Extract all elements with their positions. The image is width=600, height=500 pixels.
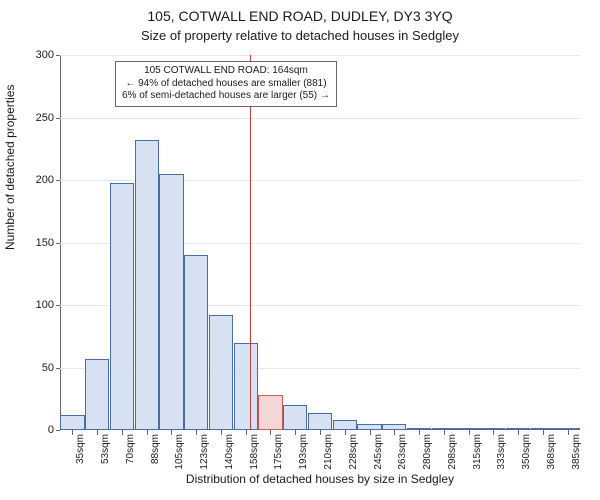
- x-tick-label: 35sqm: [75, 434, 86, 464]
- y-tick-label: 150: [36, 237, 54, 249]
- histogram-bar: [333, 420, 357, 430]
- x-tick-label: 158sqm: [249, 434, 260, 470]
- y-tick-label: 200: [36, 174, 54, 186]
- histogram-bar: [258, 395, 282, 430]
- x-tick-label: 228sqm: [348, 434, 359, 470]
- histogram-bar: [60, 415, 84, 430]
- y-tick-mark: [56, 180, 60, 181]
- x-tick-mark: [518, 430, 519, 435]
- x-tick-mark: [196, 430, 197, 435]
- histogram-bar: [85, 359, 109, 430]
- x-tick-label: 333sqm: [496, 434, 507, 470]
- x-tick-label: 70sqm: [125, 434, 136, 464]
- x-tick-label: 105sqm: [174, 434, 185, 470]
- grid-line: [60, 118, 580, 119]
- histogram-bar: [159, 174, 183, 430]
- chart-plot-area: 05010015020025030035sqm53sqm70sqm88sqm10…: [60, 55, 580, 430]
- y-axis-label: Number of detached properties: [3, 85, 17, 250]
- x-tick-mark: [171, 430, 172, 435]
- histogram-bar: [135, 140, 159, 430]
- annotation-line: ← 94% of detached houses are smaller (88…: [122, 78, 330, 91]
- reference-line: [250, 55, 251, 430]
- y-tick-mark: [56, 243, 60, 244]
- x-tick-mark: [72, 430, 73, 435]
- y-tick-mark: [56, 368, 60, 369]
- x-tick-label: 315sqm: [472, 434, 483, 470]
- y-tick-label: 250: [36, 112, 54, 124]
- x-tick-mark: [568, 430, 569, 435]
- histogram-bar: [209, 315, 233, 430]
- x-tick-label: 245sqm: [373, 434, 384, 470]
- x-tick-mark: [419, 430, 420, 435]
- x-tick-mark: [270, 430, 271, 435]
- histogram-bar: [308, 413, 332, 431]
- x-tick-mark: [370, 430, 371, 435]
- x-tick-mark: [147, 430, 148, 435]
- x-tick-label: 175sqm: [273, 434, 284, 470]
- y-tick-mark: [56, 430, 60, 431]
- histogram-bar: [184, 255, 208, 430]
- x-tick-mark: [221, 430, 222, 435]
- x-tick-label: 210sqm: [323, 434, 334, 470]
- x-tick-label: 280sqm: [422, 434, 433, 470]
- histogram-bar: [234, 343, 258, 431]
- y-tick-label: 300: [36, 49, 54, 61]
- x-tick-label: 140sqm: [224, 434, 235, 470]
- y-tick-mark: [56, 305, 60, 306]
- annotation-line: 6% of semi-detached houses are larger (5…: [122, 90, 330, 103]
- x-tick-mark: [97, 430, 98, 435]
- annotation-line: 105 COTWALL END ROAD: 164sqm: [122, 65, 330, 78]
- x-tick-mark: [394, 430, 395, 435]
- x-tick-mark: [345, 430, 346, 435]
- histogram-bar: [283, 405, 307, 430]
- y-tick-mark: [56, 55, 60, 56]
- x-tick-mark: [469, 430, 470, 435]
- histogram-bar: [110, 183, 134, 431]
- x-tick-mark: [543, 430, 544, 435]
- x-tick-label: 350sqm: [521, 434, 532, 470]
- x-tick-mark: [122, 430, 123, 435]
- y-tick-label: 0: [48, 424, 54, 436]
- x-tick-mark: [320, 430, 321, 435]
- x-tick-label: 123sqm: [199, 434, 210, 470]
- x-tick-mark: [444, 430, 445, 435]
- x-tick-mark: [295, 430, 296, 435]
- x-tick-mark: [246, 430, 247, 435]
- y-tick-mark: [56, 118, 60, 119]
- x-tick-mark: [493, 430, 494, 435]
- x-axis-label: Distribution of detached houses by size …: [60, 472, 580, 486]
- x-tick-label: 53sqm: [100, 434, 111, 464]
- annotation-box: 105 COTWALL END ROAD: 164sqm← 94% of det…: [115, 61, 337, 107]
- x-tick-label: 298sqm: [447, 434, 458, 470]
- x-tick-label: 263sqm: [397, 434, 408, 470]
- chart-inner: 05010015020025030035sqm53sqm70sqm88sqm10…: [60, 55, 580, 430]
- sub-title: Size of property relative to detached ho…: [0, 28, 600, 43]
- x-tick-label: 385sqm: [571, 434, 582, 470]
- x-tick-label: 368sqm: [546, 434, 557, 470]
- x-tick-label: 193sqm: [298, 434, 309, 470]
- y-tick-label: 50: [42, 362, 54, 374]
- grid-line: [60, 55, 580, 56]
- main-title: 105, COTWALL END ROAD, DUDLEY, DY3 3YQ: [0, 8, 600, 24]
- x-tick-label: 88sqm: [150, 434, 161, 464]
- y-tick-label: 100: [36, 299, 54, 311]
